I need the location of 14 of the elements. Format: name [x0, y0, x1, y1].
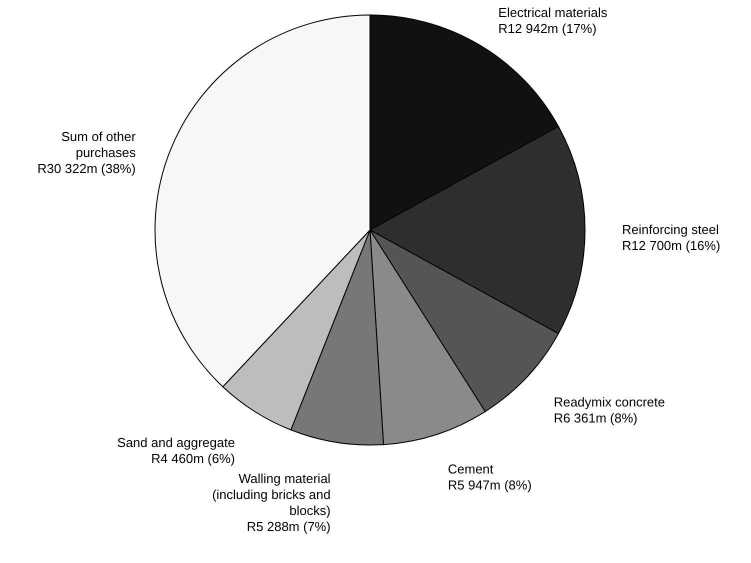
slice-label: Readymix concrete [554, 394, 665, 410]
slice-label: Walling material (including bricks and blocks) [212, 470, 331, 518]
data-label: R6 361m (8%) [554, 410, 638, 426]
data-label: R5 288m (7%) [246, 518, 331, 534]
slice-label: Electrical materials [498, 5, 608, 20]
data-label: R12 700m (16%) [622, 238, 720, 253]
slice-label: Sum of other purchases [61, 129, 136, 160]
data-label: R30 322m (38%) [37, 161, 136, 176]
slice-label: Cement [448, 462, 494, 477]
slice-label: Sand and aggregate [117, 434, 235, 450]
data-label: R5 947m (8%) [448, 478, 532, 493]
data-label: R4 460m (6%) [151, 450, 235, 466]
data-label: R12 942m (17%) [498, 21, 597, 36]
slice-label: Reinforcing steel [622, 222, 719, 237]
